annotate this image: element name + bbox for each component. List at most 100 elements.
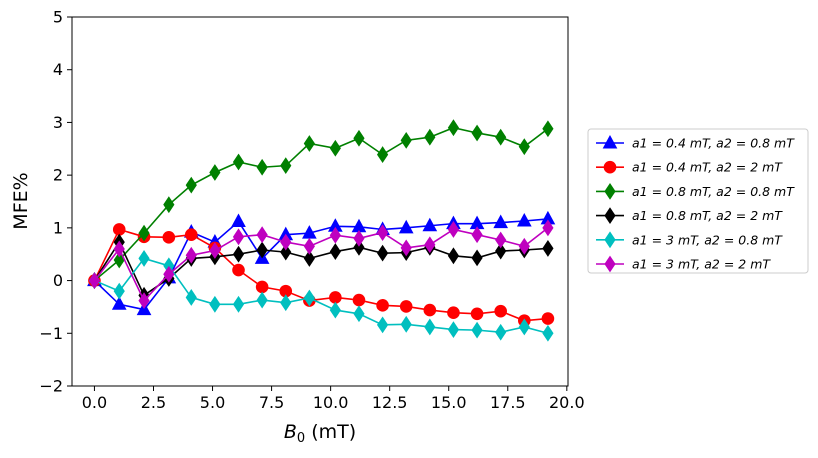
data-point: [303, 289, 315, 307]
x-axis: 0.0 2.5 5.0 7.5 10.0 12.5 15.0 17.5 20.0: [82, 386, 585, 412]
data-point: [495, 128, 507, 146]
series-layer: [87, 119, 556, 342]
legend-marker: [604, 207, 616, 225]
legend-item: a1 = 0.8 mT, a2 = 0.8 mT: [596, 182, 795, 200]
y-tick-label: 2: [53, 166, 63, 185]
y-tick-label: 5: [53, 8, 63, 27]
x-tick-label: 15.0: [431, 393, 467, 412]
legend-marker: [604, 231, 616, 249]
data-point: [471, 249, 483, 267]
data-point: [329, 226, 341, 244]
data-point: [209, 164, 221, 181]
data-point: [232, 295, 245, 313]
data-point: [111, 296, 127, 310]
data-point: [495, 323, 507, 341]
plot-frame: [71, 16, 569, 387]
data-point: [303, 135, 315, 152]
data-point: [542, 240, 554, 257]
data-point: [329, 301, 341, 319]
data-point: [162, 231, 176, 244]
data-point: [400, 239, 412, 257]
data-point: [184, 228, 198, 242]
data-point: [280, 243, 292, 261]
data-point: [422, 217, 438, 232]
data-point: [494, 304, 507, 318]
legend-label: a1 = 3 mT, a2 = 2 mT: [632, 257, 771, 272]
data-point: [280, 157, 292, 175]
data-point: [232, 263, 245, 277]
data-point: [447, 247, 460, 265]
data-point: [376, 146, 389, 163]
data-point: [112, 223, 126, 236]
data-point: [329, 139, 341, 157]
data-point: [518, 318, 530, 336]
y-tick-label: 1: [53, 218, 63, 237]
data-point: [447, 119, 460, 137]
legend-item: a1 = 0.4 mT, a2 = 0.8 mT: [596, 134, 795, 151]
data-point: [493, 214, 509, 229]
legend-marker: [604, 255, 616, 273]
data-point: [163, 265, 175, 283]
data-point: [353, 238, 365, 256]
data-point: [209, 295, 221, 313]
x-tick-label: 2.5: [141, 393, 166, 412]
data-point: [138, 292, 150, 310]
series-2: [88, 223, 555, 327]
data-point: [376, 224, 389, 242]
data-point: [376, 299, 389, 312]
data-point: [542, 120, 554, 138]
data-point: [542, 219, 554, 237]
data-point: [303, 250, 315, 267]
y-tick-label: 3: [53, 113, 63, 132]
data-point: [255, 280, 269, 294]
legend-label: a1 = 0.8 mT, a2 = 2 mT: [632, 208, 783, 223]
data-point: [280, 233, 292, 251]
data-point: [329, 291, 342, 304]
y-tick-label: −2: [39, 377, 63, 396]
data-point: [518, 138, 530, 156]
data-point: [329, 243, 341, 260]
data-point: [471, 226, 483, 244]
x-tick-label: 5.0: [200, 393, 225, 412]
data-point: [516, 212, 532, 227]
data-point: [518, 237, 530, 255]
data-point: [398, 219, 414, 234]
data-point: [424, 128, 436, 146]
data-point: [113, 282, 125, 300]
data-point: [303, 237, 315, 255]
data-point: [471, 321, 483, 339]
legend-box: [587, 128, 809, 274]
x-tick-label: 20.0: [549, 393, 585, 412]
data-point: [163, 196, 175, 214]
data-point: [447, 321, 460, 338]
data-point: [185, 246, 197, 264]
legend-marker: [603, 160, 617, 174]
series-5: [88, 250, 554, 342]
data-point: [400, 315, 412, 333]
y-tick-label: 4: [53, 60, 63, 79]
data-point: [399, 300, 413, 313]
legend-item: a1 = 0.4 mT, a2 = 2 mT: [596, 160, 783, 175]
data-point: [256, 291, 268, 309]
data-point: [232, 153, 245, 171]
data-point: [352, 293, 366, 307]
x-tick-label: 12.5: [372, 393, 408, 412]
data-point: [495, 231, 507, 249]
y-axis-title: MFE%: [10, 172, 32, 229]
legend-marker: [604, 182, 616, 200]
series-line: [94, 257, 549, 335]
x-tick-label: 10.0: [313, 393, 349, 412]
data-point: [232, 245, 245, 263]
data-point: [138, 224, 150, 242]
series-6: [88, 219, 554, 310]
legend-item: a1 = 3 mT, a2 = 0.8 mT: [596, 231, 783, 249]
data-point: [470, 307, 484, 321]
legend-marker: [602, 134, 618, 149]
x-tick-label: 17.5: [490, 393, 526, 412]
data-point: [231, 213, 246, 228]
data-point: [232, 228, 245, 246]
data-point: [447, 221, 460, 238]
x-tick-label: 0.0: [82, 393, 107, 412]
